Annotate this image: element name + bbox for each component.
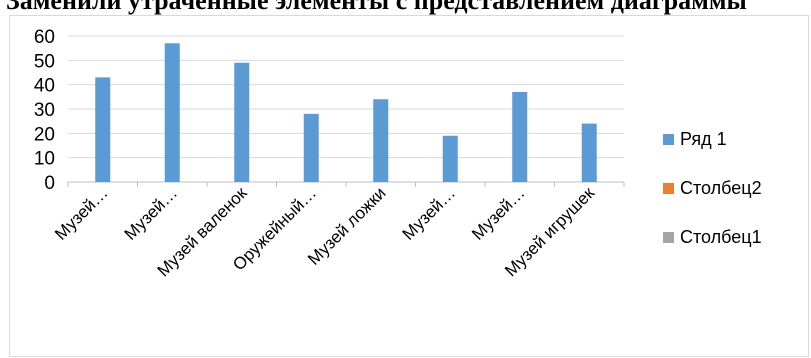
legend-item: Столбец2 bbox=[663, 175, 762, 201]
legend-swatch bbox=[663, 182, 674, 194]
bar bbox=[164, 43, 180, 182]
x-category-label: Музей… bbox=[121, 183, 181, 243]
chart-legend: Ряд 1 Столбец2 Столбец1 bbox=[663, 126, 762, 273]
legend-label: Столбец1 bbox=[680, 226, 762, 247]
y-tick-label: 60 bbox=[34, 27, 55, 48]
x-category-label: Музей… bbox=[51, 183, 111, 243]
bar bbox=[95, 77, 111, 182]
bar bbox=[581, 123, 597, 182]
legend-item: Ряд 1 bbox=[663, 126, 762, 152]
y-tick-label: 10 bbox=[34, 149, 55, 170]
bar bbox=[512, 91, 528, 182]
chart-title: Заменили утраченные элементы с представл… bbox=[6, 0, 747, 15]
y-tick-label: 30 bbox=[34, 100, 55, 121]
y-tick-label: 20 bbox=[34, 124, 55, 145]
bar bbox=[442, 135, 458, 182]
chart-frame bbox=[9, 15, 809, 357]
y-tick-label: 40 bbox=[34, 76, 55, 97]
legend-item: Столбец1 bbox=[663, 224, 762, 250]
x-category-label: Музей… bbox=[468, 183, 528, 243]
y-tick-label: 50 bbox=[34, 51, 55, 72]
y-tick-label: 0 bbox=[44, 173, 55, 194]
bar bbox=[303, 113, 319, 182]
legend-swatch bbox=[663, 231, 674, 243]
legend-label: Ряд 1 bbox=[680, 128, 727, 149]
legend-label: Столбец2 bbox=[680, 177, 762, 198]
bar bbox=[373, 99, 389, 182]
bar bbox=[234, 62, 250, 183]
x-category-label: Музей… bbox=[399, 183, 459, 243]
legend-swatch bbox=[663, 133, 674, 145]
